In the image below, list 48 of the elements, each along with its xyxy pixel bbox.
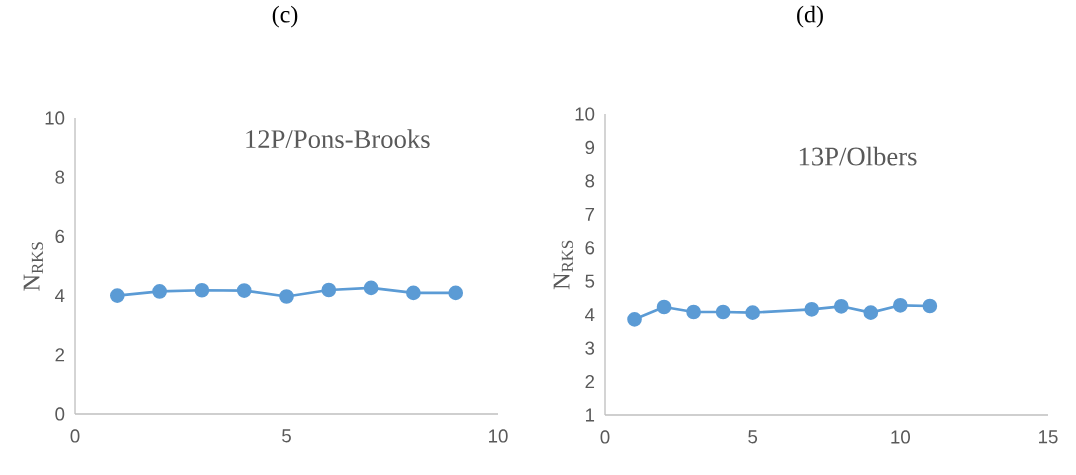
point — [363, 280, 379, 296]
x-tick-label: 10 — [891, 430, 910, 444]
y-tick-label: 8 — [585, 174, 595, 188]
point — [627, 312, 642, 327]
point — [804, 301, 820, 317]
point — [745, 305, 760, 320]
y-tick-label: 0 — [55, 407, 65, 421]
point — [236, 283, 252, 298]
y-tick-label: 2 — [55, 348, 65, 362]
chart-title: (c) — [272, 5, 298, 28]
point — [686, 304, 701, 320]
y-tick-label: 10 — [45, 111, 65, 125]
point — [922, 298, 938, 314]
y-tick-label: 10 — [575, 107, 595, 121]
point — [448, 285, 464, 301]
y-axis-title: N$_{RKS}$ — [553, 240, 574, 290]
annotation: 12P/Pons-Brooks — [246, 129, 430, 149]
point — [152, 284, 167, 299]
y-tick-label: 9 — [585, 140, 595, 155]
y-tick-label: 7 — [585, 207, 595, 221]
point — [321, 282, 337, 298]
y-tick-label: 3 — [585, 341, 595, 355]
x-tick-label: 15 — [1039, 430, 1058, 444]
y-tick-label: 6 — [55, 229, 65, 244]
x-tick-label: 0 — [70, 429, 80, 443]
point — [656, 299, 672, 315]
x-tick-label: 5 — [748, 430, 758, 444]
y-tick-label: 2 — [585, 375, 595, 389]
point — [406, 285, 421, 301]
x-tick-label: 5 — [282, 429, 291, 443]
y-tick-label: 5 — [585, 274, 595, 288]
point — [109, 288, 125, 303]
point — [194, 282, 210, 298]
point — [279, 289, 294, 304]
y-tick-label: 8 — [55, 170, 65, 184]
x-tick-label: 10 — [489, 429, 508, 443]
point — [863, 305, 879, 320]
point — [892, 297, 908, 313]
point — [833, 298, 849, 314]
y-tick-label: 4 — [584, 308, 595, 322]
chart-title: (d) — [797, 5, 823, 28]
annotation: 13P/Olbers — [799, 146, 917, 166]
y-tick-label: 1 — [586, 408, 595, 422]
y-tick-label: 4 — [55, 289, 65, 303]
point — [715, 304, 731, 320]
y-tick-label: 6 — [585, 241, 595, 255]
y-axis-title: N$_{RKS}$ — [23, 242, 44, 291]
x-tick-label: 0 — [600, 430, 610, 444]
